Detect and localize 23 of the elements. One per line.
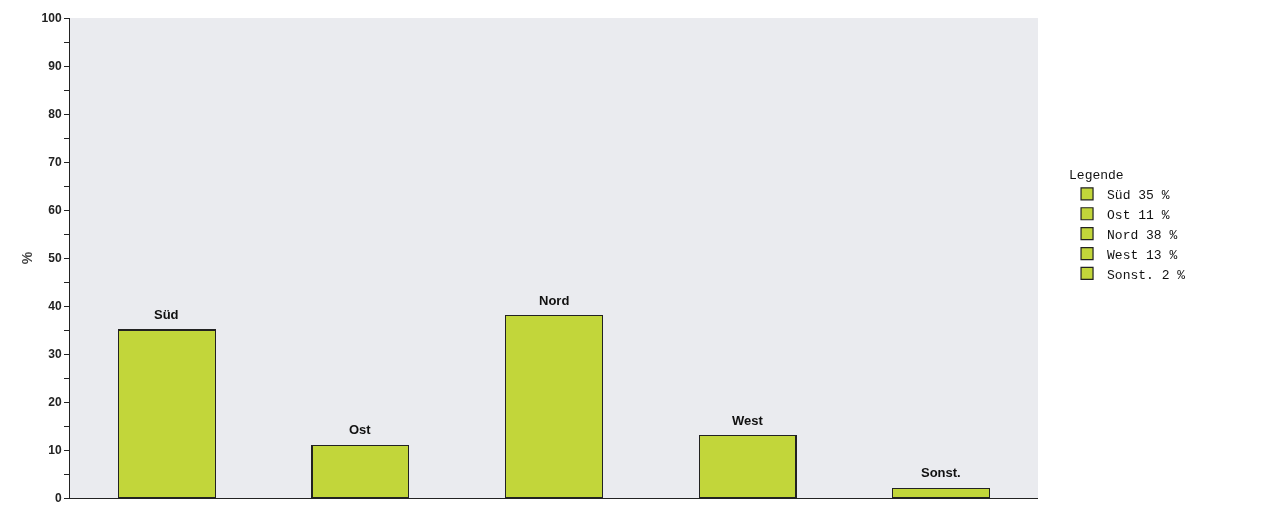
y-tick-label: 80	[48, 107, 62, 122]
legend-label: West 13 %	[1107, 247, 1178, 263]
y-tick-label: 90	[48, 59, 62, 74]
y-tick-label: 10	[48, 443, 62, 458]
x-tick-label: Ost	[349, 422, 372, 437]
legend-label: Nord 38 %	[1107, 227, 1178, 243]
x-tick-label: Sonst.	[921, 465, 961, 480]
y-tick-label: 50	[48, 251, 62, 266]
x-tick-label: Nord	[539, 293, 570, 308]
y-tick-label: 0	[54, 491, 62, 506]
y-tick-label: 40	[48, 299, 62, 314]
legend-title: Legende	[1069, 167, 1124, 183]
y-tick-label: 20	[48, 395, 62, 410]
x-tick-label: Süd	[154, 307, 179, 322]
legend-label: Ost 11 %	[1107, 207, 1170, 223]
x-tick-label: West	[732, 413, 764, 428]
y-axis-title: %	[19, 251, 35, 265]
legend-label: Sonst. 2 %	[1107, 267, 1186, 283]
y-tick-label: 100	[41, 11, 62, 26]
y-tick-label: 70	[48, 155, 62, 170]
y-tick-label: 60	[48, 203, 62, 218]
legend-label: Süd 35 %	[1107, 187, 1170, 203]
y-tick-label: 30	[48, 347, 62, 362]
